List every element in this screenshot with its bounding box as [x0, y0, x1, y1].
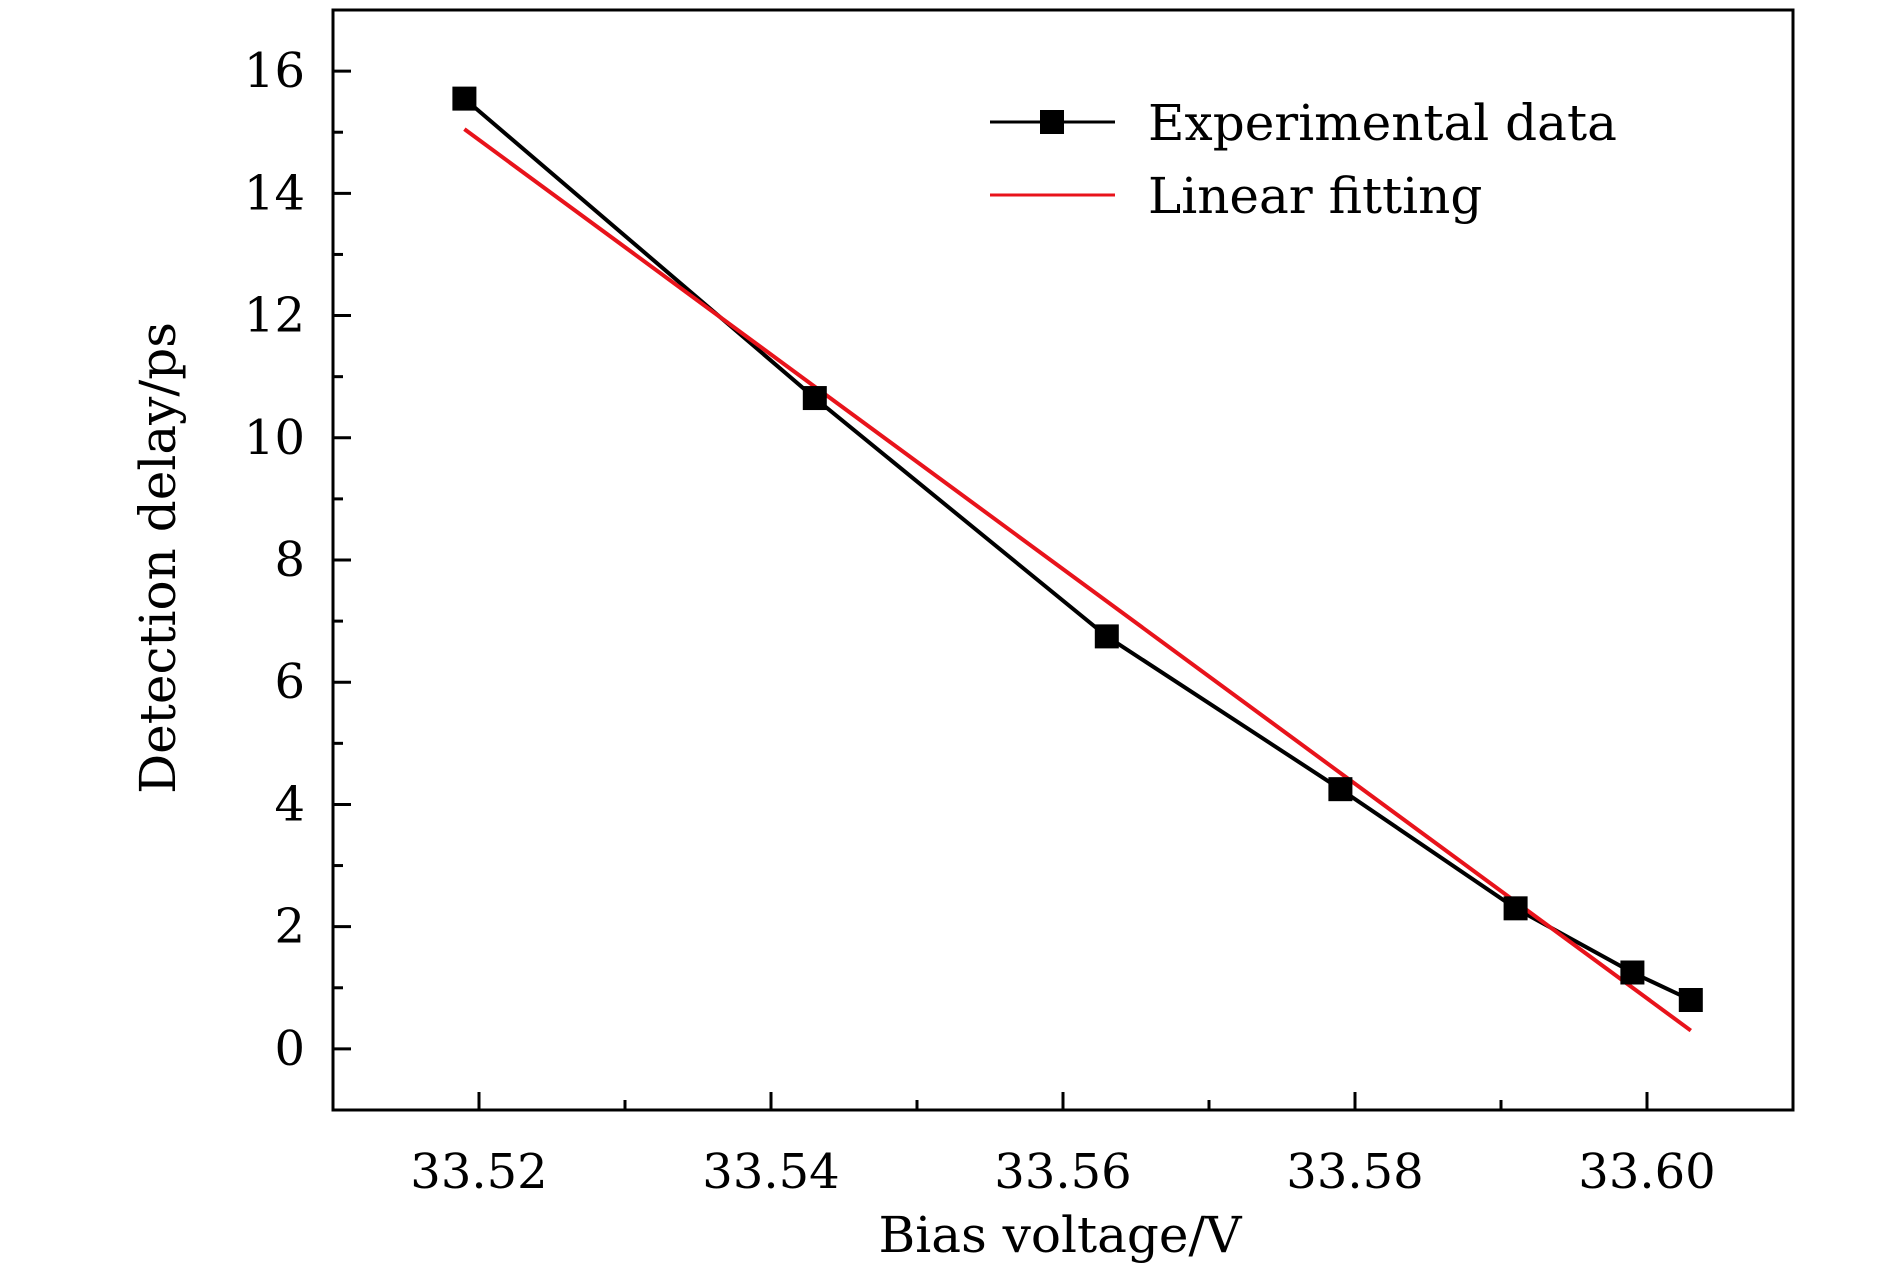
x-tick-label: 33.56 — [994, 1144, 1131, 1200]
y-tick-label: 8 — [274, 532, 305, 588]
y-axis-title: Detection delay/ps — [129, 322, 187, 794]
experimental-data-point — [452, 86, 477, 111]
x-axis-title: Bias voltage/V — [879, 1206, 1243, 1264]
y-tick-label: 2 — [274, 899, 305, 955]
tick-labels-layer: 33.52 33.54 33.56 33.58 33.60 0 2 4 6 8 10 12 14 16 — [244, 43, 1716, 1200]
y-tick-label: 16 — [244, 43, 305, 99]
experimental-data-point — [1503, 896, 1528, 921]
y-tick-label: 12 — [244, 288, 305, 344]
y-tick-label: 0 — [274, 1021, 305, 1077]
legend: Experimental data Linear fitting — [990, 94, 1617, 225]
linear-fitting-line — [463, 127, 1692, 1033]
experimental-data-point — [802, 386, 827, 411]
series-layer — [452, 86, 1703, 1033]
x-tick-label: 33.58 — [1286, 1144, 1423, 1200]
experimental-data-point — [1328, 777, 1353, 802]
y-tick-label: 10 — [244, 410, 305, 466]
plot-frame — [331, 8, 1795, 1112]
y-tick-label: 6 — [274, 654, 305, 710]
experimental-data-point — [1620, 960, 1645, 985]
y-tick-label: 4 — [274, 776, 305, 832]
legend-label-experimental: Experimental data — [1148, 94, 1617, 152]
experimental-data-line — [463, 97, 1692, 1002]
x-tick-label: 33.52 — [410, 1144, 547, 1200]
x-tick-label: 33.60 — [1578, 1144, 1715, 1200]
experimental-data-point — [1094, 624, 1119, 649]
x-tick-label: 33.54 — [702, 1144, 839, 1200]
experimental-data-point — [1678, 988, 1703, 1012]
y-tick-label: 14 — [244, 165, 305, 221]
legend-label-linear-fitting: Linear fitting — [1148, 167, 1482, 225]
legend-marker-experimental — [1040, 110, 1064, 134]
